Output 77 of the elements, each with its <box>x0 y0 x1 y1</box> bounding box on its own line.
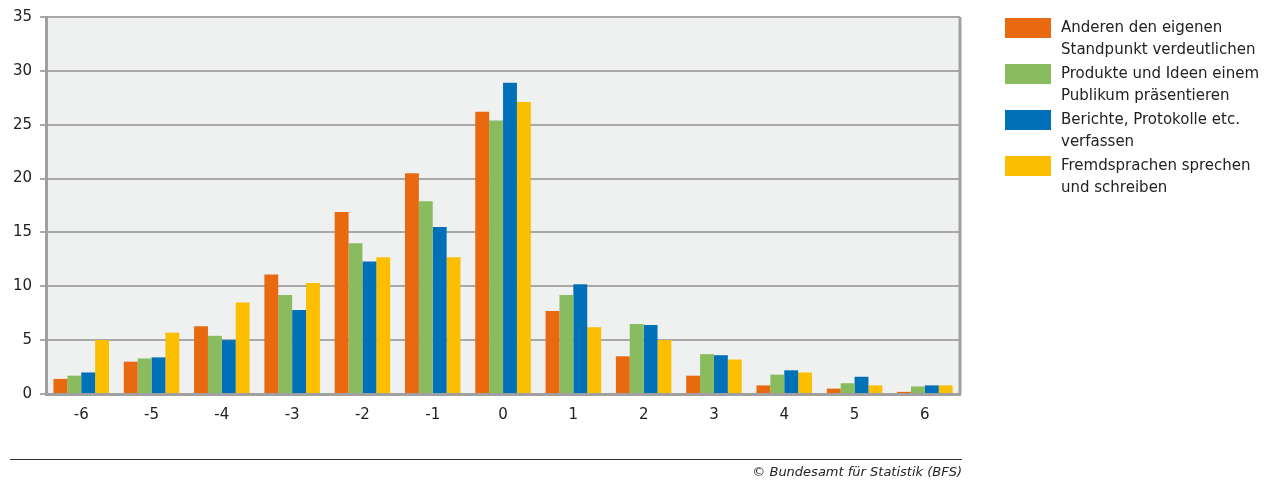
bar <box>910 386 925 393</box>
bar <box>95 340 110 393</box>
bar <box>924 385 939 393</box>
x-tick-label: 6 <box>920 404 930 423</box>
bar <box>770 374 785 393</box>
bar <box>123 361 138 393</box>
bar <box>727 359 742 393</box>
x-tick-label: -1 <box>425 404 441 423</box>
bar <box>81 372 96 393</box>
bar <box>826 388 841 393</box>
x-tick-label: 4 <box>779 404 790 423</box>
x-tick-label: -3 <box>284 404 300 423</box>
bar <box>840 383 855 393</box>
bar <box>938 385 953 393</box>
bar <box>700 354 714 393</box>
bar <box>207 335 222 393</box>
bar <box>404 173 419 393</box>
bar <box>475 111 490 393</box>
bar <box>53 378 68 393</box>
bar <box>587 327 602 393</box>
x-tick-label: -5 <box>144 404 160 423</box>
bar <box>854 376 869 393</box>
bar <box>643 325 658 393</box>
legend-label: Produkte und Ideen einem Publikum präsentieren <box>1061 63 1261 106</box>
bar <box>194 326 208 393</box>
x-tick-label: -4 <box>214 404 230 423</box>
bar <box>516 102 531 393</box>
x-tick-label: -6 <box>73 404 89 423</box>
y-tick-label: 10 <box>12 276 33 295</box>
bar <box>278 294 293 393</box>
bar <box>151 357 166 393</box>
bar <box>165 332 180 393</box>
bar <box>489 120 504 393</box>
bar <box>264 274 279 393</box>
bar <box>292 309 307 393</box>
bar <box>629 323 644 393</box>
bar <box>503 82 517 393</box>
bar <box>798 372 813 393</box>
bar <box>67 375 82 393</box>
legend-label: Berichte, Protokolle etc. verfassen <box>1061 109 1241 152</box>
bar <box>137 358 152 393</box>
bar <box>713 355 728 393</box>
x-tick-label: 0 <box>498 404 508 423</box>
bar <box>573 284 588 393</box>
x-tick-label: 5 <box>849 404 860 423</box>
bar <box>432 227 447 393</box>
bar <box>657 340 672 393</box>
bar <box>446 257 461 393</box>
bar <box>221 340 236 393</box>
legend-label: Anderen den eigenen Standpunkt verdeutlichen <box>1061 17 1257 60</box>
bar <box>235 302 250 393</box>
bar <box>306 283 320 393</box>
bar <box>868 385 883 393</box>
x-tick-label: 1 <box>568 404 579 423</box>
x-tick-label: -2 <box>354 404 370 423</box>
bar <box>784 370 799 393</box>
y-tick-label: 35 <box>12 6 33 25</box>
x-tick-label: 3 <box>709 404 719 423</box>
text: © Bundesamt für Statistik (BFS) <box>752 464 962 479</box>
bar <box>615 356 630 393</box>
bar <box>559 294 574 393</box>
bar <box>686 375 701 393</box>
legend-label: Fremdsprachen sprechen und schreiben <box>1061 155 1252 198</box>
x-tick-label: 2 <box>638 404 649 423</box>
y-tick-label: 25 <box>12 114 33 133</box>
bar <box>362 261 377 393</box>
bar <box>334 211 349 393</box>
y-tick-label: 15 <box>12 222 33 241</box>
y-tick-label: 0 <box>22 383 33 402</box>
y-tick-label: 5 <box>22 330 33 349</box>
y-tick-label: 20 <box>12 168 33 187</box>
bar <box>348 243 363 393</box>
y-tick-label: 30 <box>12 60 33 79</box>
bar <box>376 257 391 393</box>
bar <box>756 385 771 393</box>
bar <box>418 201 433 393</box>
bar <box>545 311 560 393</box>
